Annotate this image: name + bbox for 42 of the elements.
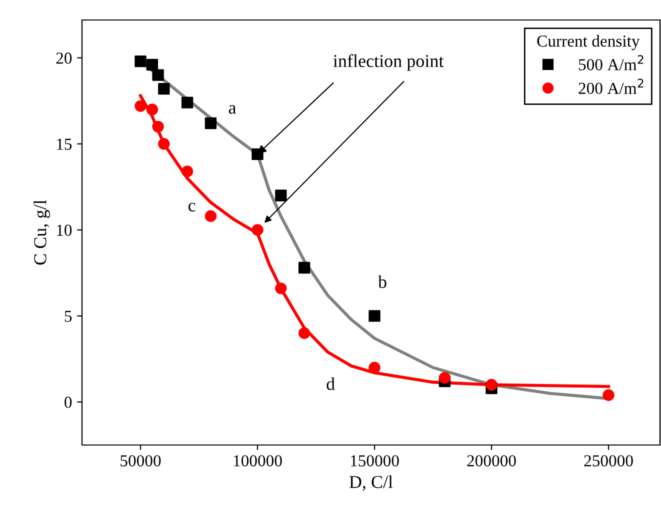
point [152,69,164,81]
point [204,210,217,222]
point [158,82,170,95]
x-axis-title: D, C/l [349,475,393,491]
y-tick-label: 10 [57,224,72,236]
point [368,362,380,374]
point [204,117,217,130]
x-tick-label: 250000 [584,455,633,466]
point [181,166,194,178]
point [368,310,380,322]
point [486,378,498,391]
point [298,262,310,274]
point [146,104,158,116]
point [275,282,287,294]
annotation: c [188,202,196,212]
point [158,138,170,150]
legend-title: Current density [537,35,640,50]
x-tick-label: 100000 [234,455,282,466]
annotation: d [326,377,335,390]
point [438,372,451,384]
point [146,58,158,71]
point [134,55,146,68]
annotation: a [228,105,236,114]
y-tick-label: 15 [57,138,72,150]
y-tick-label: 0 [64,396,72,408]
x-tick-label: 50000 [120,455,161,466]
point [181,96,194,108]
annotation: b [378,275,386,288]
y-axis-title: C Cu, g/l [34,200,50,265]
legend-label: 500 A/m$^{2}$ [578,55,644,70]
legend-label: 200 A/m$^{2}$ [578,78,644,94]
point [134,100,146,112]
y-tick-label: 5 [64,310,72,322]
annotation: inflection point [333,54,444,71]
point [298,327,310,340]
point [252,224,264,236]
x-tick-label: 200000 [467,455,516,466]
point [602,389,614,401]
y-tick-label: 20 [56,52,72,64]
point [275,190,287,202]
point [152,120,164,133]
x-tick-label: 150000 [350,455,399,466]
